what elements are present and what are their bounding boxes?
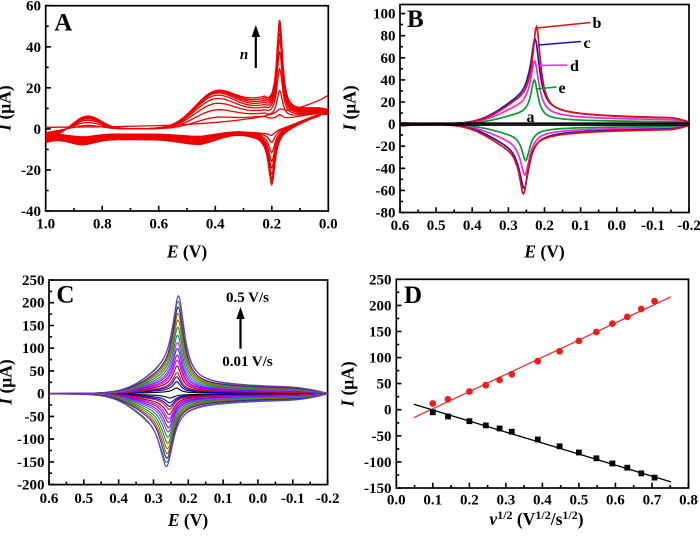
svg-text:-50: -50 <box>372 429 392 445</box>
svg-text:0.4: 0.4 <box>109 491 128 507</box>
svg-text:0.4: 0.4 <box>463 218 482 234</box>
svg-text:0.2: 0.2 <box>179 491 198 507</box>
svg-text:0.3: 0.3 <box>144 491 163 507</box>
svg-text:0.0: 0.0 <box>249 491 268 507</box>
svg-text:0.8: 0.8 <box>93 217 112 233</box>
svg-text:20: 20 <box>381 95 396 111</box>
svg-text:0.2: 0.2 <box>262 217 281 233</box>
svg-text:0.01 V/s: 0.01 V/s <box>222 354 273 370</box>
svg-text:-80: -80 <box>376 206 396 222</box>
svg-text:1.0: 1.0 <box>36 217 55 233</box>
svg-text:150: 150 <box>22 319 45 335</box>
svg-text:20: 20 <box>26 81 41 97</box>
svg-text:A: A <box>54 10 72 37</box>
svg-text:0.3: 0.3 <box>497 493 516 509</box>
svg-text:40: 40 <box>381 73 396 89</box>
svg-text:0.1: 0.1 <box>571 218 590 234</box>
svg-text:I (μA): I (μA) <box>0 359 16 406</box>
svg-text:0: 0 <box>34 122 42 138</box>
svg-text:50: 50 <box>30 364 45 380</box>
svg-text:0.0: 0.0 <box>319 217 338 233</box>
svg-text:D: D <box>404 282 422 309</box>
svg-text:0.5: 0.5 <box>570 493 589 509</box>
svg-text:0.5: 0.5 <box>74 491 93 507</box>
svg-text:0: 0 <box>384 403 392 419</box>
svg-text:80: 80 <box>381 29 396 45</box>
svg-text:-40: -40 <box>376 161 396 177</box>
svg-text:b: b <box>593 15 602 32</box>
svg-text:ν1/2 (V1/2/s1/2): ν1/2 (V1/2/s1/2) <box>489 508 583 529</box>
svg-text:e: e <box>559 80 566 97</box>
svg-text:-50: -50 <box>25 409 45 425</box>
svg-text:0.5: 0.5 <box>427 218 446 234</box>
svg-text:0.6: 0.6 <box>149 217 168 233</box>
svg-text:200: 200 <box>369 298 392 314</box>
svg-text:0.6: 0.6 <box>40 491 59 507</box>
svg-text:250: 250 <box>22 273 45 289</box>
svg-text:B: B <box>407 6 424 33</box>
svg-text:-20: -20 <box>21 163 41 179</box>
svg-text:-100: -100 <box>17 432 45 448</box>
svg-text:0.0: 0.0 <box>387 493 406 509</box>
svg-text:0.1: 0.1 <box>423 493 442 509</box>
svg-text:50: 50 <box>377 377 392 393</box>
svg-text:C: C <box>56 282 74 309</box>
svg-text:E (V): E (V) <box>167 510 209 530</box>
svg-text:0.3: 0.3 <box>499 218 518 234</box>
svg-text:40: 40 <box>26 40 41 56</box>
svg-text:d: d <box>570 58 579 75</box>
svg-text:-150: -150 <box>364 481 392 497</box>
svg-text:-100: -100 <box>364 455 392 471</box>
svg-text:a: a <box>527 109 535 126</box>
svg-text:0: 0 <box>388 117 396 133</box>
svg-text:-60: -60 <box>376 183 396 199</box>
svg-text:250: 250 <box>369 272 392 288</box>
svg-text:-0.1: -0.1 <box>281 491 305 507</box>
svg-text:n: n <box>240 47 248 63</box>
svg-text:I (μA): I (μA) <box>340 85 360 132</box>
svg-text:-200: -200 <box>17 478 45 494</box>
svg-text:60: 60 <box>381 51 396 67</box>
svg-text:c: c <box>584 35 591 52</box>
svg-text:200: 200 <box>22 296 45 312</box>
svg-text:60: 60 <box>26 0 41 15</box>
svg-text:-40: -40 <box>21 204 41 220</box>
svg-text:0.2: 0.2 <box>535 218 554 234</box>
svg-text:0.5 V/s: 0.5 V/s <box>226 290 269 306</box>
svg-text:0.8: 0.8 <box>679 493 698 509</box>
svg-text:-150: -150 <box>17 455 45 471</box>
svg-text:E (V): E (V) <box>166 242 208 262</box>
svg-text:0.4: 0.4 <box>206 217 225 233</box>
svg-text:0.4: 0.4 <box>533 493 552 509</box>
svg-text:0: 0 <box>37 387 45 403</box>
svg-text:I (μA): I (μA) <box>338 361 358 408</box>
svg-text:0.2: 0.2 <box>460 493 479 509</box>
svg-text:-0.2: -0.2 <box>677 218 700 234</box>
svg-text:-0.1: -0.1 <box>641 218 665 234</box>
svg-text:0.7: 0.7 <box>643 493 662 509</box>
svg-text:0.0: 0.0 <box>607 218 626 234</box>
svg-text:0.6: 0.6 <box>606 493 625 509</box>
svg-text:E (V): E (V) <box>523 242 565 262</box>
svg-text:100: 100 <box>373 7 396 23</box>
svg-text:I (μA): I (μA) <box>0 85 15 132</box>
svg-text:-20: -20 <box>376 139 396 155</box>
svg-text:100: 100 <box>369 351 392 367</box>
svg-text:0.6: 0.6 <box>391 218 410 234</box>
svg-text:100: 100 <box>22 341 45 357</box>
svg-text:0.1: 0.1 <box>214 491 233 507</box>
svg-text:-0.2: -0.2 <box>316 491 340 507</box>
svg-text:150: 150 <box>369 325 392 341</box>
